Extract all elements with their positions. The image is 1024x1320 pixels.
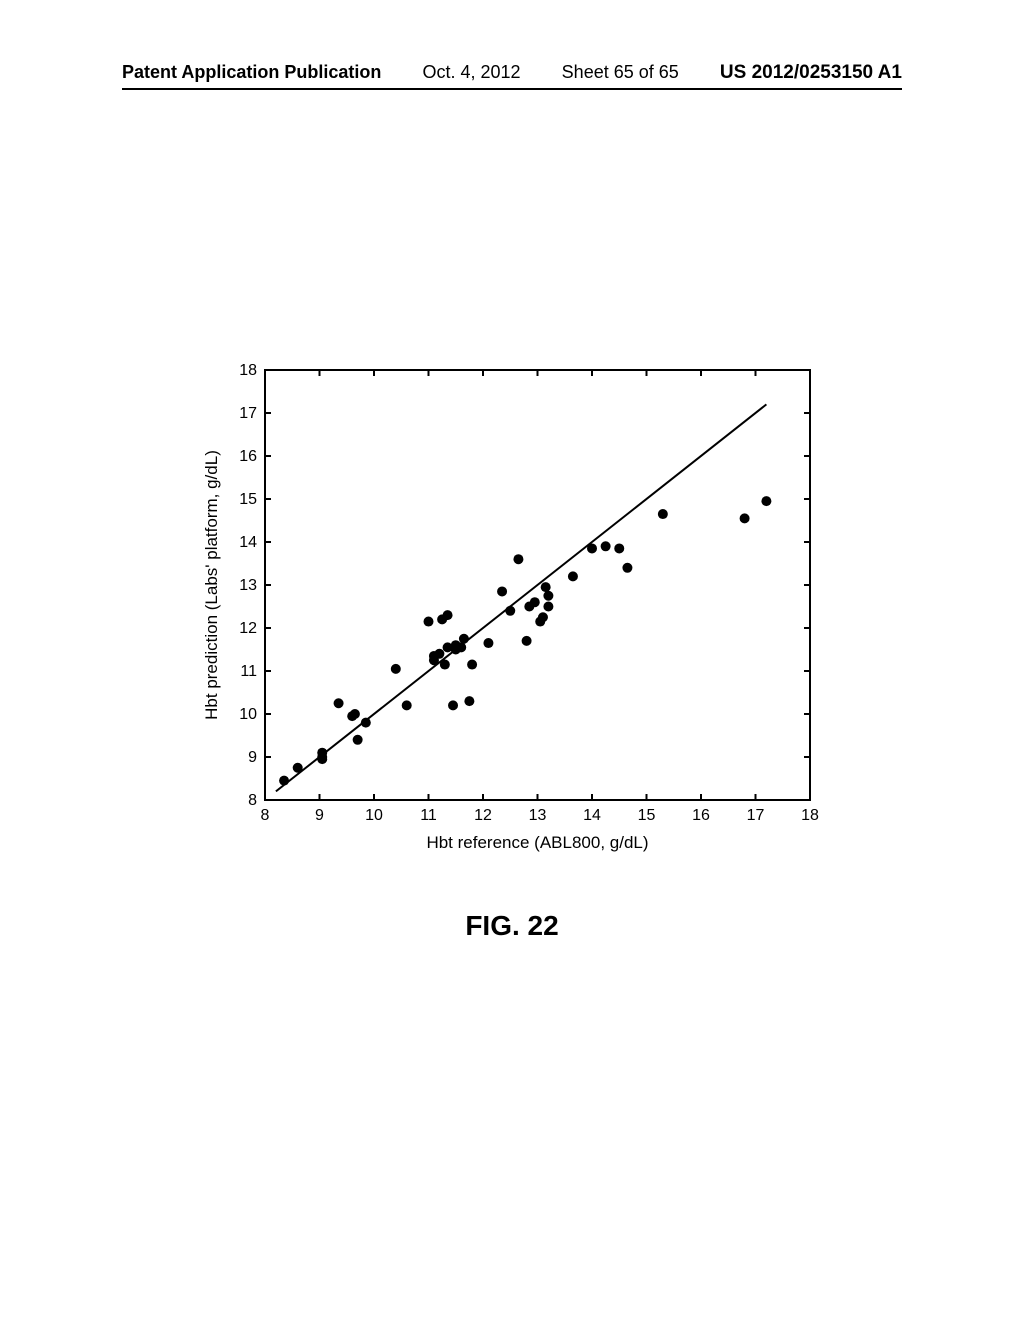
data-point [440, 660, 450, 670]
x-tick-label: 17 [747, 807, 765, 824]
data-point [317, 748, 327, 758]
identity-line [276, 404, 767, 791]
data-point [543, 591, 553, 601]
data-point [353, 735, 363, 745]
data-point [402, 700, 412, 710]
data-point [467, 660, 477, 670]
scatter-chart: 8 9 10 11 12 13 14 15 16 17 18 8 9 10 11 12 13 14 15 16 17 18… [195, 360, 825, 860]
x-tick-label: 8 [261, 807, 270, 824]
y-tick-label: 16 [239, 448, 257, 465]
data-point [434, 649, 444, 659]
data-point [293, 763, 303, 773]
x-tick-label: 16 [692, 807, 710, 824]
header-rule [122, 88, 902, 90]
data-point [622, 563, 632, 573]
page: Patent Application Publication Oct. 4, 2… [0, 0, 1024, 1320]
y-tick-label: 17 [239, 405, 257, 422]
x-tick-label: 13 [529, 807, 547, 824]
data-point [334, 698, 344, 708]
data-point [459, 634, 469, 644]
data-point [538, 612, 548, 622]
y-axis-label: Hbt prediction (Labs' platform, g/dL) [202, 450, 221, 720]
header-inner: Patent Application Publication Oct. 4, 2… [122, 62, 902, 84]
data-point [456, 642, 466, 652]
data-point [522, 636, 532, 646]
data-point [424, 617, 434, 627]
data-point [568, 571, 578, 581]
x-tick-label: 10 [365, 807, 383, 824]
data-point [443, 610, 453, 620]
data-point [530, 597, 540, 607]
publication-number: US 2012/0253150 A1 [720, 62, 902, 84]
data-point [361, 718, 371, 728]
data-point [587, 543, 597, 553]
data-point [601, 541, 611, 551]
publication-label: Patent Application Publication [122, 62, 381, 83]
data-point [658, 509, 668, 519]
y-tick-label: 10 [239, 706, 257, 723]
data-point [497, 586, 507, 596]
data-point [541, 582, 551, 592]
x-tick-label: 15 [638, 807, 656, 824]
y-tick-label: 14 [239, 534, 257, 551]
y-tick-label: 9 [248, 749, 257, 766]
chart-svg: 8 9 10 11 12 13 14 15 16 17 18 8 9 10 11 12 13 14 15 16 17 18… [195, 360, 825, 860]
data-point [505, 606, 515, 616]
x-tick-label: 14 [583, 807, 601, 824]
publication-date: Oct. 4, 2012 [422, 62, 520, 83]
y-tick-label: 11 [240, 663, 257, 680]
y-tick-label: 13 [239, 577, 257, 594]
data-point [350, 709, 360, 719]
data-point [279, 776, 289, 786]
page-header: Patent Application Publication Oct. 4, 2… [0, 62, 1024, 84]
x-tick-label: 12 [474, 807, 492, 824]
x-tick-label: 11 [420, 807, 437, 824]
x-tick-label: 9 [315, 807, 324, 824]
data-point [448, 700, 458, 710]
y-tick-label: 12 [239, 620, 257, 637]
sheet-info: Sheet 65 of 65 [562, 62, 679, 83]
data-point [543, 602, 553, 612]
data-point [464, 696, 474, 706]
figure-label: FIG. 22 [0, 910, 1024, 942]
data-point [740, 513, 750, 523]
data-point [761, 496, 771, 506]
data-point [614, 543, 624, 553]
y-tick-label: 15 [239, 491, 257, 508]
x-axis-label: Hbt reference (ABL800, g/dL) [426, 833, 648, 852]
y-tick-label: 8 [248, 792, 257, 809]
y-tick-label: 18 [239, 362, 257, 379]
data-point [483, 638, 493, 648]
x-tick-label: 18 [801, 807, 819, 824]
data-point [391, 664, 401, 674]
data-point [513, 554, 523, 564]
